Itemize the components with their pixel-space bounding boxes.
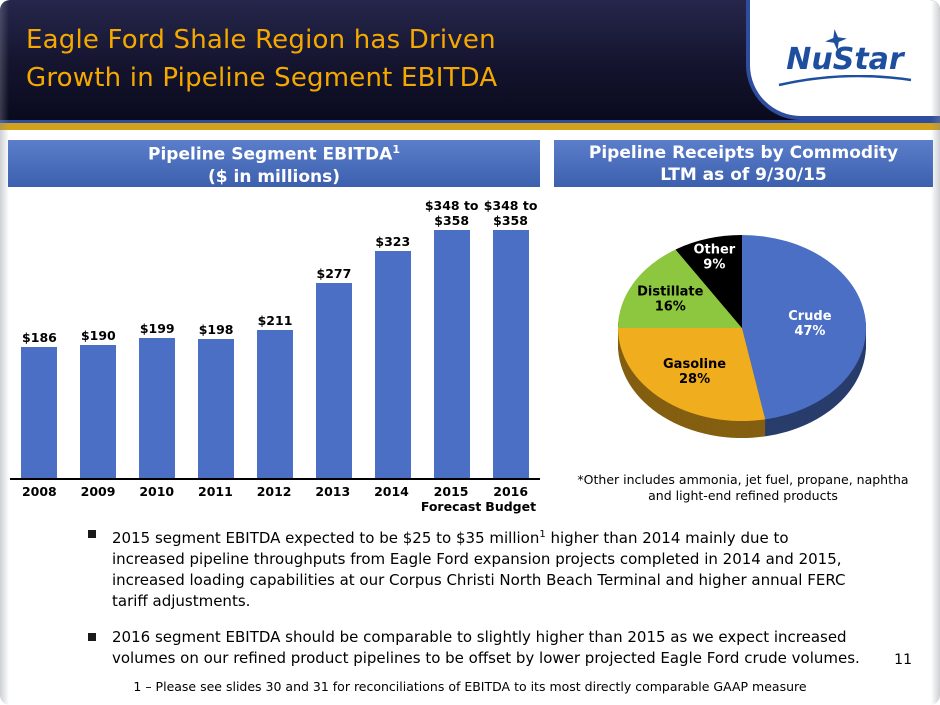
bullet-text-part: 2016 segment EBITDA should be comparable…	[112, 628, 860, 667]
bar-category-label: 2011	[198, 484, 233, 499]
bar-column: $348 to $358	[481, 198, 540, 478]
star-icon	[825, 29, 847, 51]
pie-slice	[675, 235, 742, 328]
bullet-square-icon	[88, 530, 96, 538]
bar-category-label: 2012	[256, 484, 292, 499]
nustar-logo-panel: NuStar	[746, 0, 940, 120]
logo-swoosh-icon	[778, 75, 912, 87]
slide-title: Eagle Ford Shale Region has Driven Growt…	[26, 21, 497, 97]
bar-category-label: 2013	[315, 484, 351, 499]
bar-chart: $186 $190 $199 $198 $211 $277 $323 $348 to $358…	[10, 196, 540, 514]
bar-column: $277	[304, 266, 363, 478]
nustar-logo-text: NuStar	[786, 42, 904, 77]
bar	[198, 339, 235, 478]
left-panel-subtitle: ($ in millions)	[207, 166, 341, 187]
pie-slice	[617, 249, 742, 328]
nustar-logo: NuStar	[770, 29, 920, 87]
bullet-text: 2015 segment EBITDA expected to be $25 t…	[112, 524, 860, 612]
pie-chart: Crude 47% Gasoline 28% Distillate 16% Other 9%	[554, 228, 933, 460]
bar-value-label: $186	[22, 330, 57, 345]
bar-column: $198	[187, 322, 246, 478]
pie-footnote-line2: and light-end refined products	[648, 488, 838, 503]
bar-value-label: $348 to $358	[483, 198, 538, 228]
left-panel-title-text: Pipeline Segment EBITDA	[148, 144, 393, 165]
bullet-square-icon	[88, 633, 96, 641]
bar	[433, 230, 470, 478]
bullet-text: 2016 segment EBITDA should be comparable…	[112, 627, 860, 669]
slide-footnote: 1 – Please see slides 30 and 31 for reco…	[133, 679, 807, 694]
left-panel-title-superscript: 1	[392, 143, 400, 157]
bar-category-label: 2009	[80, 484, 116, 499]
bar-category-label: 2010	[139, 484, 175, 499]
bar-column: $190	[69, 328, 128, 478]
right-panel-header: Pipeline Receipts by Commodity LTM as of…	[554, 140, 933, 187]
pie-slice-label: Distillate 16%	[637, 284, 704, 314]
left-panel-title: Pipeline Segment EBITDA1	[8, 139, 540, 166]
bar	[21, 347, 58, 478]
slide-title-line1: Eagle Ford Shale Region has Driven	[26, 25, 496, 55]
bar-value-label: $198	[198, 322, 234, 337]
slide-title-line2: Growth in Pipeline Segment EBITDA	[26, 63, 498, 93]
pie-slice-label: Gasoline 28%	[663, 357, 726, 387]
bar-value-label: $199	[139, 321, 175, 336]
bar-column: $323	[363, 234, 422, 478]
bullet-text-part: higher than 2014 mainly due to increased…	[112, 529, 846, 610]
bar	[257, 330, 293, 478]
pie-slice-label: Other 9%	[693, 243, 735, 273]
bar	[492, 230, 529, 478]
bar-column: $348 to $358	[422, 198, 481, 478]
pie-footnote-line1: *Other includes ammonia, jet fuel, propa…	[577, 472, 909, 487]
accent-line-gold	[0, 123, 940, 130]
pie-slice	[741, 235, 866, 420]
bar-category-label: 2008	[21, 484, 57, 499]
bar-value-label: $211	[257, 313, 293, 328]
right-panel-subtitle: LTM as of 9/30/15	[660, 164, 827, 185]
bar-category-label: 2016 Budget	[485, 484, 537, 514]
bar-columns: $186 $190 $199 $198 $211 $277 $323 $348 to $358…	[10, 196, 540, 480]
bar-category-label: 2014	[374, 484, 409, 499]
bar-value-label: $348 to $358	[424, 198, 479, 228]
bar	[315, 283, 352, 478]
left-panel-header: Pipeline Segment EBITDA1 ($ in millions)	[8, 140, 540, 187]
right-panel-title: Pipeline Receipts by Commodity	[588, 142, 899, 163]
bar-column: $186	[10, 330, 69, 478]
pie-chart-svg: Crude 47% Gasoline 28% Distillate 16% Other 9%	[617, 235, 866, 438]
bar-year-labels: 2008 2009 2010 2011 2012 2013 2014 2015 Forecas…	[10, 484, 540, 514]
pie-slice-label: Crude 47%	[788, 309, 832, 339]
bar-column: $211	[246, 313, 305, 478]
bar	[139, 338, 176, 478]
pie-slice	[617, 328, 765, 421]
page-number: 11	[894, 652, 912, 668]
bullet-text-part: 2015 segment EBITDA expected to be $25 t…	[112, 529, 540, 547]
bar-value-label: $323	[375, 234, 411, 249]
superscript: 1	[539, 529, 546, 540]
bullet-item: 2016 segment EBITDA should be comparable…	[88, 627, 860, 669]
pie-footnote: *Other includes ammonia, jet fuel, propa…	[548, 472, 938, 504]
bar-value-label: $190	[80, 328, 116, 343]
accent-line-blue	[0, 120, 940, 123]
bar	[80, 345, 117, 478]
bullet-item: 2015 segment EBITDA expected to be $25 t…	[88, 524, 860, 612]
bar-column: $199	[128, 321, 187, 478]
bar-category-label: 2015 Forecast	[420, 484, 482, 514]
bar	[374, 251, 411, 478]
bar-value-label: $277	[316, 266, 352, 281]
bullet-list: 2015 segment EBITDA expected to be $25 t…	[88, 524, 860, 684]
